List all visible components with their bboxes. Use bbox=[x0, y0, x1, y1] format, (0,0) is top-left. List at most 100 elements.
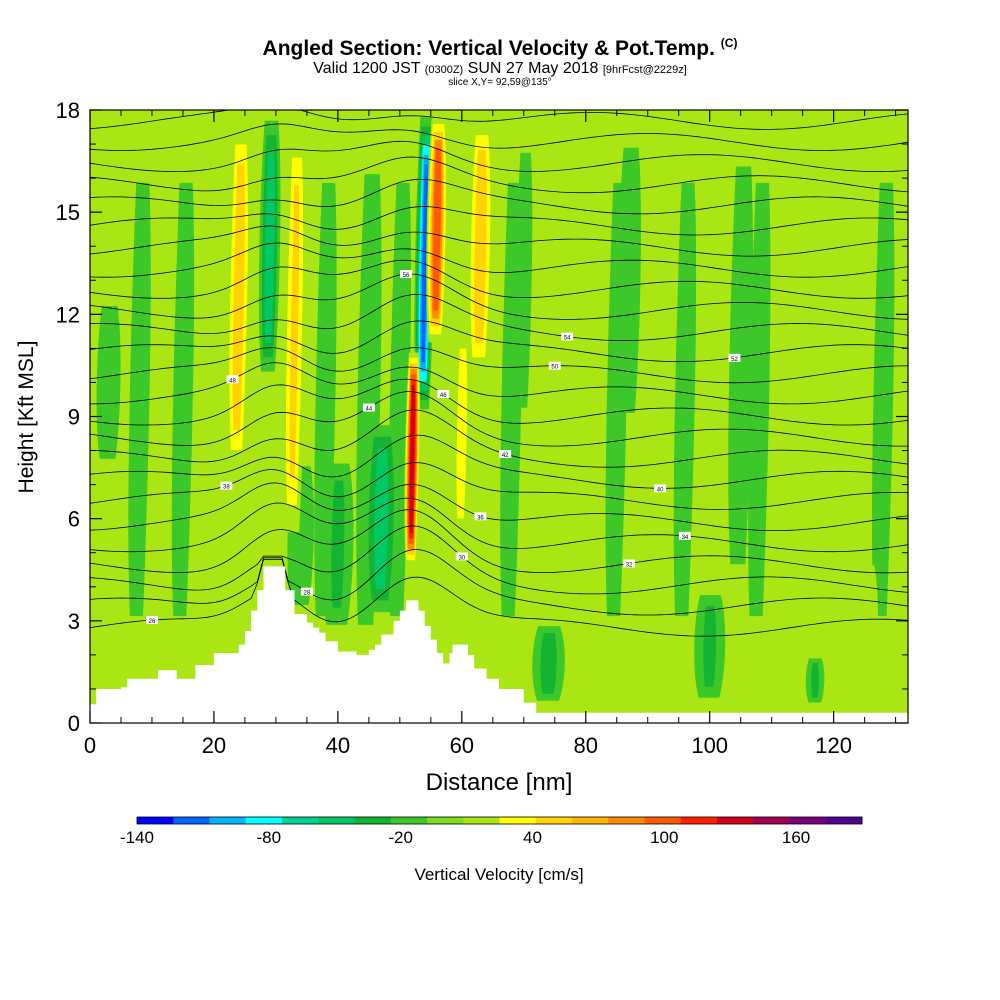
svg-text:34: 34 bbox=[682, 535, 689, 541]
isentrope-line bbox=[90, 225, 908, 257]
svg-text:30: 30 bbox=[458, 555, 465, 561]
isentrope-label: 28 bbox=[300, 587, 313, 597]
updraft-cell bbox=[426, 115, 448, 343]
downdraft-cell bbox=[258, 120, 281, 372]
downdraft-cell bbox=[532, 626, 565, 701]
svg-text:28: 28 bbox=[304, 591, 311, 597]
isentrope-label: 34 bbox=[678, 531, 691, 541]
svg-text:46: 46 bbox=[440, 393, 447, 399]
colorbar-swatch bbox=[173, 817, 210, 824]
updraft-cell bbox=[571, 302, 600, 462]
downdraft-band bbox=[331, 480, 345, 608]
isentrope-line bbox=[90, 242, 908, 278]
colorbar-swatch bbox=[644, 817, 682, 824]
isentrope-line bbox=[90, 378, 908, 426]
downdraft-band bbox=[171, 182, 195, 617]
x-axis-label: Distance [nm] bbox=[426, 769, 573, 796]
colorbar-swatch bbox=[572, 817, 609, 824]
colorbar-swatch bbox=[789, 817, 827, 824]
isentrope-label: 54 bbox=[561, 332, 574, 342]
downdraft-band bbox=[96, 305, 121, 459]
svg-text:48: 48 bbox=[229, 378, 236, 384]
y-tick-label: 12 bbox=[56, 302, 80, 327]
isentrope-label: 26 bbox=[145, 616, 158, 625]
colorbar-frame bbox=[136, 816, 863, 825]
valid-zulu: (0300Z) bbox=[424, 64, 464, 76]
colorbar-swatch bbox=[390, 817, 428, 824]
updraft-band bbox=[474, 149, 487, 343]
downdraft-band bbox=[421, 164, 428, 363]
downdraft-cell bbox=[322, 463, 354, 625]
svg-text:42: 42 bbox=[502, 453, 509, 459]
x-tick-label: 60 bbox=[450, 733, 474, 758]
updraft-band bbox=[456, 348, 468, 519]
isentrope-line bbox=[90, 293, 908, 342]
downdraft-band bbox=[673, 182, 697, 617]
downdraft-cell bbox=[363, 425, 400, 613]
x-tick-label: 0 bbox=[84, 733, 96, 758]
svg-text:44: 44 bbox=[366, 407, 373, 413]
updraft-cell bbox=[466, 120, 495, 372]
isentrope-label: 56 bbox=[400, 270, 413, 279]
x-tick-label: 40 bbox=[326, 733, 350, 758]
updraft-cell bbox=[203, 593, 225, 649]
colorbar-swatch bbox=[427, 817, 464, 824]
terrain bbox=[90, 566, 908, 723]
isentrope-label: 36 bbox=[474, 512, 487, 521]
colorbar-swatch bbox=[463, 817, 500, 824]
isentrope-line bbox=[90, 391, 908, 447]
isentrope-label: 32 bbox=[623, 559, 636, 568]
isentrope-line bbox=[90, 206, 908, 236]
downdraft-cell bbox=[673, 182, 697, 617]
isentrope-label: 42 bbox=[499, 449, 512, 459]
updraft-cell bbox=[282, 130, 307, 533]
colorbar-tick-label: -80 bbox=[257, 828, 282, 847]
updraft-band bbox=[851, 565, 878, 677]
updraft-band bbox=[289, 184, 300, 478]
downdraft-band bbox=[728, 166, 754, 565]
colorbar-tick-label: -20 bbox=[388, 828, 413, 847]
downdraft-cell bbox=[805, 658, 825, 703]
colorbar-swatch bbox=[717, 817, 754, 824]
colorbar-swatch bbox=[499, 817, 537, 824]
isentrope-label: 40 bbox=[654, 484, 667, 493]
updraft-cell bbox=[851, 565, 878, 677]
isentrope-line bbox=[90, 178, 908, 215]
downdraft-cell bbox=[728, 166, 754, 565]
isentrope-label: 44 bbox=[362, 403, 375, 413]
isentrope-line bbox=[90, 549, 908, 616]
background-field bbox=[90, 110, 908, 723]
isentrope-label: 30 bbox=[455, 552, 468, 561]
downdraft-cell bbox=[96, 305, 121, 459]
svg-text:38: 38 bbox=[223, 485, 230, 491]
downdraft-cell bbox=[171, 182, 195, 617]
svg-text:40: 40 bbox=[657, 487, 664, 493]
colorbar-swatch bbox=[535, 817, 573, 824]
colorbar-tick-label: 100 bbox=[650, 828, 678, 847]
isentrope-label: 46 bbox=[437, 389, 450, 399]
x-tick-label: 20 bbox=[202, 733, 226, 758]
chart-title-main: Angled Section: Vertical Velocity & Pot.… bbox=[262, 37, 715, 60]
updraft-band bbox=[571, 302, 600, 462]
isentrope-line bbox=[90, 559, 908, 637]
svg-text:50: 50 bbox=[551, 365, 558, 371]
isentrope-line bbox=[90, 497, 908, 553]
isentrope-line bbox=[90, 482, 908, 531]
updraft-band bbox=[203, 593, 225, 649]
downdraft-band bbox=[872, 182, 895, 617]
valid-date: SUN 27 May 2018 bbox=[467, 60, 599, 77]
svg-text:52: 52 bbox=[731, 357, 738, 363]
svg-text:56: 56 bbox=[403, 273, 410, 279]
updraft-band bbox=[640, 397, 668, 504]
forecast-info: [9hrFcst@2229z] bbox=[602, 64, 687, 76]
colorbar-swatch bbox=[608, 817, 645, 824]
colorbar-swatch bbox=[209, 817, 247, 824]
isentrope-line bbox=[90, 273, 908, 320]
colorbar-swatch bbox=[680, 817, 718, 824]
x-tick-label: 120 bbox=[815, 733, 852, 758]
updraft-cell bbox=[794, 152, 812, 408]
chart-title-units: (C) bbox=[720, 36, 738, 50]
colorbar-swatch bbox=[825, 817, 863, 824]
slice-info: slice X,Y= 92,59@135° bbox=[448, 77, 552, 88]
isentrope-line bbox=[90, 434, 908, 489]
